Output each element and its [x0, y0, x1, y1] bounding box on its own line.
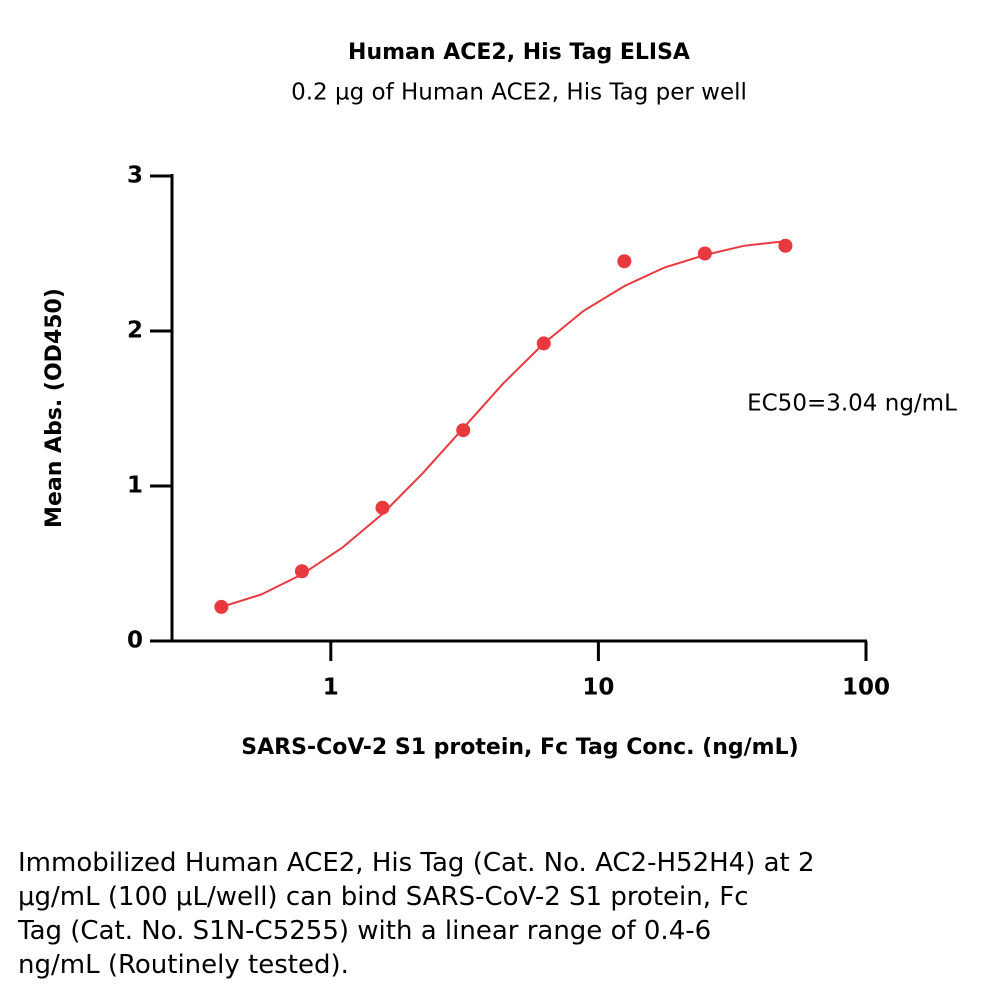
- caption: Immobilized Human ACE2, His Tag (Cat. No…: [18, 846, 815, 982]
- caption-line: ng/mL (Routinely tested).: [18, 950, 349, 980]
- data-point: [456, 423, 471, 438]
- fit-curve: [221, 240, 786, 608]
- caption-line: Tag (Cat. No. S1N-C5255) with a linear r…: [18, 916, 712, 946]
- caption-line: μg/mL (100 μL/well) can bind SARS-CoV-2 …: [18, 882, 749, 912]
- chart-title: Human ACE2, His Tag ELISA: [348, 40, 690, 65]
- x-tick-label: 10: [582, 675, 614, 701]
- data-point: [617, 254, 632, 269]
- chart: Human ACE2, His Tag ELISA 0.2 µg of Huma…: [42, 40, 957, 760]
- y-tick-label: 2: [127, 318, 143, 344]
- data-point: [214, 599, 229, 614]
- data-point: [294, 564, 309, 579]
- x-tick-label: 100: [842, 675, 890, 701]
- y-axis-label: Mean Abs. (OD450): [42, 288, 67, 528]
- y-tick-label: 0: [127, 628, 143, 654]
- x-axis-label: SARS-CoV-2 S1 protein, Fc Tag Conc. (ng/…: [241, 735, 798, 760]
- y-tick-label: 1: [127, 473, 143, 499]
- y-tick-label: 3: [127, 163, 143, 189]
- annotation: EC50=3.04 ng/mL: [747, 391, 957, 417]
- caption-line: Immobilized Human ACE2, His Tag (Cat. No…: [18, 848, 815, 878]
- chart-subtitle: 0.2 µg of Human ACE2, His Tag per well: [291, 80, 747, 106]
- x-tick-label: 1: [323, 675, 339, 701]
